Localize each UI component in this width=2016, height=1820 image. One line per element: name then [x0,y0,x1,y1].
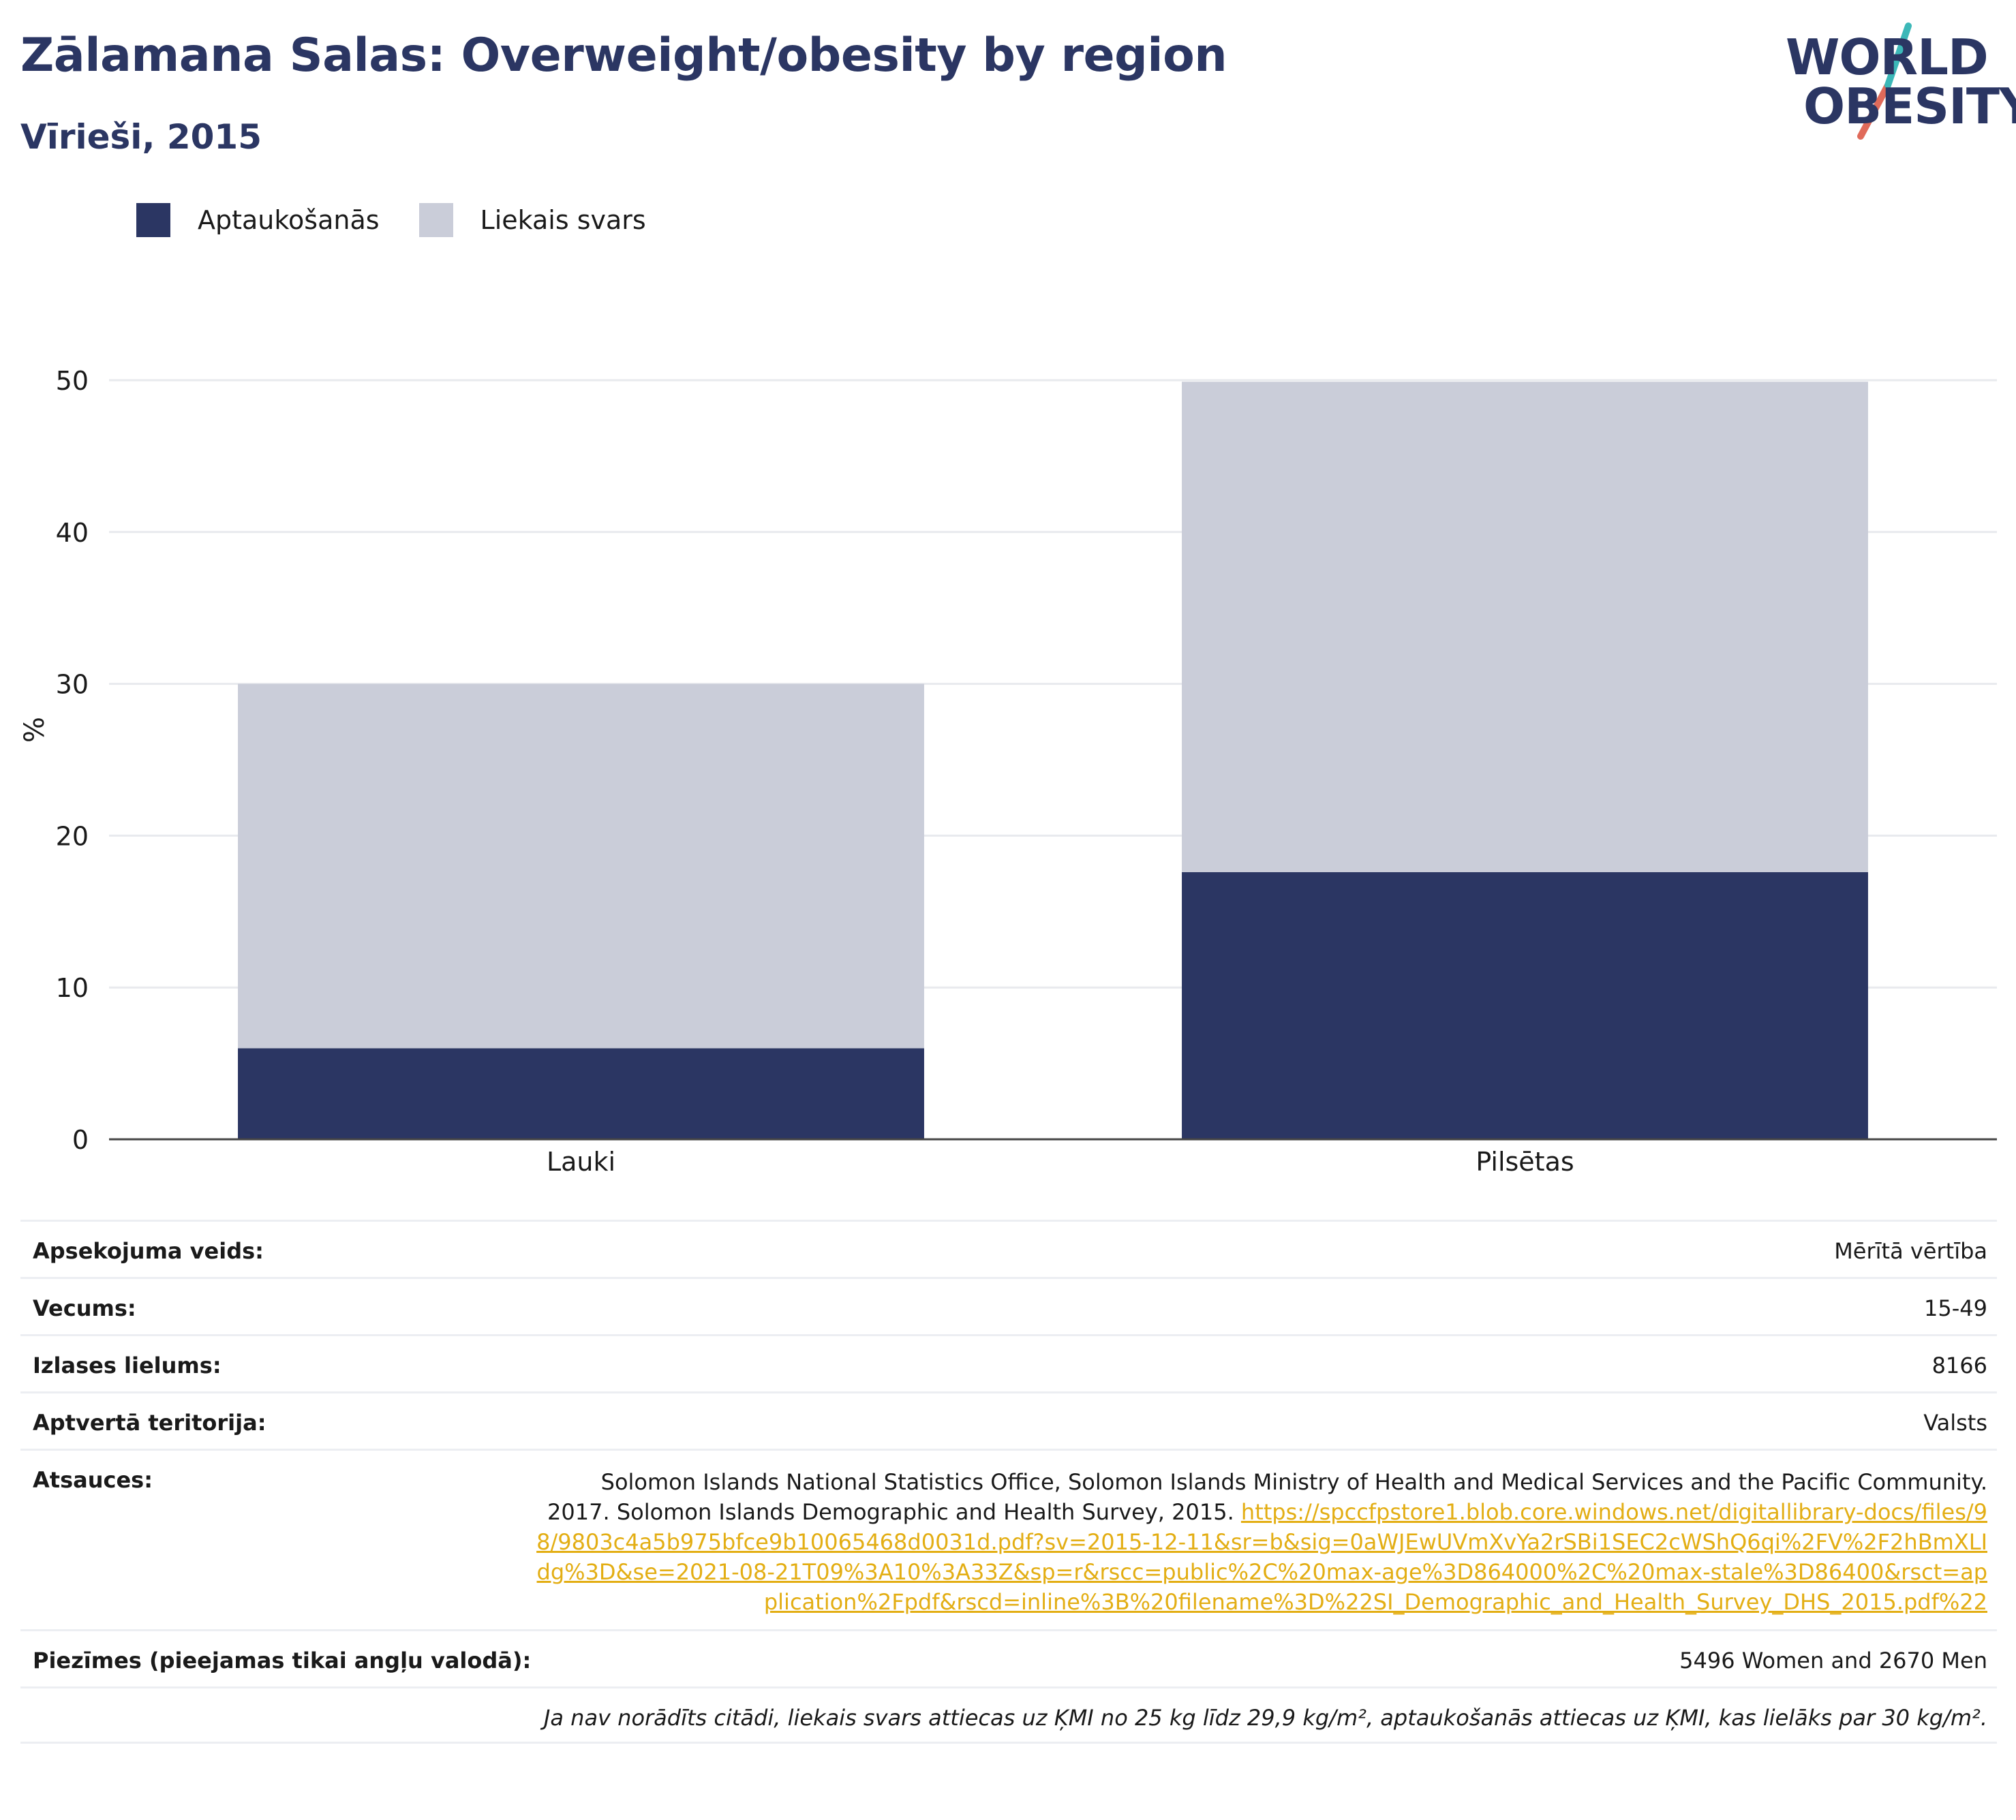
info-row: Vecums: 15-49 [20,1277,1997,1334]
legend-swatch-overweight [418,203,453,237]
legend-item-obesity: Aptaukošanās [136,203,380,237]
info-row: Apsekojuma veids: Mērītā vērtība [20,1220,1997,1277]
y-tick-label: 10 [56,973,89,1003]
info-row-value: 15-49 [1924,1295,1987,1321]
info-row-value: Valsts [1923,1410,1987,1436]
legend: Aptaukošanās Liekais svars [136,203,686,237]
logo-slash-icon [1857,22,1912,140]
references-key: Atsauces: [33,1467,153,1493]
notes-value: 5496 Women and 2670 Men [1679,1648,1987,1674]
y-tick-label: 30 [56,670,89,700]
bar-chart: 0 10 20 30 40 50 Lauki Pilsētas [56,366,1997,1177]
bar-overweight [238,683,924,1049]
chart-title: Zālamana Salas: Overweight/obesity by re… [20,29,1227,82]
notes-row: Piezīmes (pieejamas tikai angļu valodā):… [20,1629,1997,1686]
info-row-value: 8166 [1931,1353,1987,1378]
bar-obesity [1182,872,1868,1139]
x-tick-label: Lauki [547,1147,615,1177]
info-row-key: Vecums: [33,1295,136,1321]
bar-obesity [238,1048,924,1139]
info-row-key: Apsekojuma veids: [33,1238,264,1264]
logo-text-obesity: OBESITY [1803,78,2016,135]
y-tick-label: 40 [56,518,89,548]
legend-swatch-obesity [136,203,170,237]
info-row-key: Izlases lielums: [33,1353,222,1378]
logo-text-world: WORLD [1786,29,1989,86]
references-row: Atsauces: Solomon Islands National Stati… [20,1449,1997,1629]
y-tick-label: 50 [56,366,89,396]
footnote: Ja nav norādīts citādi, liekais svars at… [543,1705,1987,1731]
y-tick-label: 0 [72,1125,89,1155]
bar-overweight [1182,382,1868,872]
notes-key: Piezīmes (pieejamas tikai angļu valodā): [33,1648,532,1674]
legend-label-overweight: Liekais svars [480,205,646,235]
legend-item-overweight: Liekais svars [418,203,646,237]
footnote-row: Ja nav norādīts citādi, liekais svars at… [20,1686,1997,1744]
info-row: Aptvertā teritorija: Valsts [20,1391,1997,1449]
y-tick-label: 20 [56,821,89,851]
references-value: Solomon Islands National Statistics Offi… [536,1467,1987,1617]
legend-label-obesity: Aptaukošanās [198,205,380,235]
info-table: Apsekojuma veids: Mērītā vērtība Vecums: 15… [20,1220,1997,1744]
info-row: Izlases lielums: 8166 [20,1334,1997,1391]
references-link[interactable]: https://spccfpstore1.blob.core.windows.n… [536,1499,1987,1615]
world-obesity-logo: WORLD OBESITY [1779,20,2016,143]
chart-subtitle: Vīrieši, 2015 [20,117,262,157]
info-row-value: Mērītā vērtība [1834,1238,1987,1264]
y-axis-label: % [19,716,50,743]
x-tick-label: Pilsētas [1476,1147,1574,1177]
info-row-key: Aptvertā teritorija: [33,1410,266,1436]
references-text: Solomon Islands National Statistics Offi… [547,1469,1987,1525]
